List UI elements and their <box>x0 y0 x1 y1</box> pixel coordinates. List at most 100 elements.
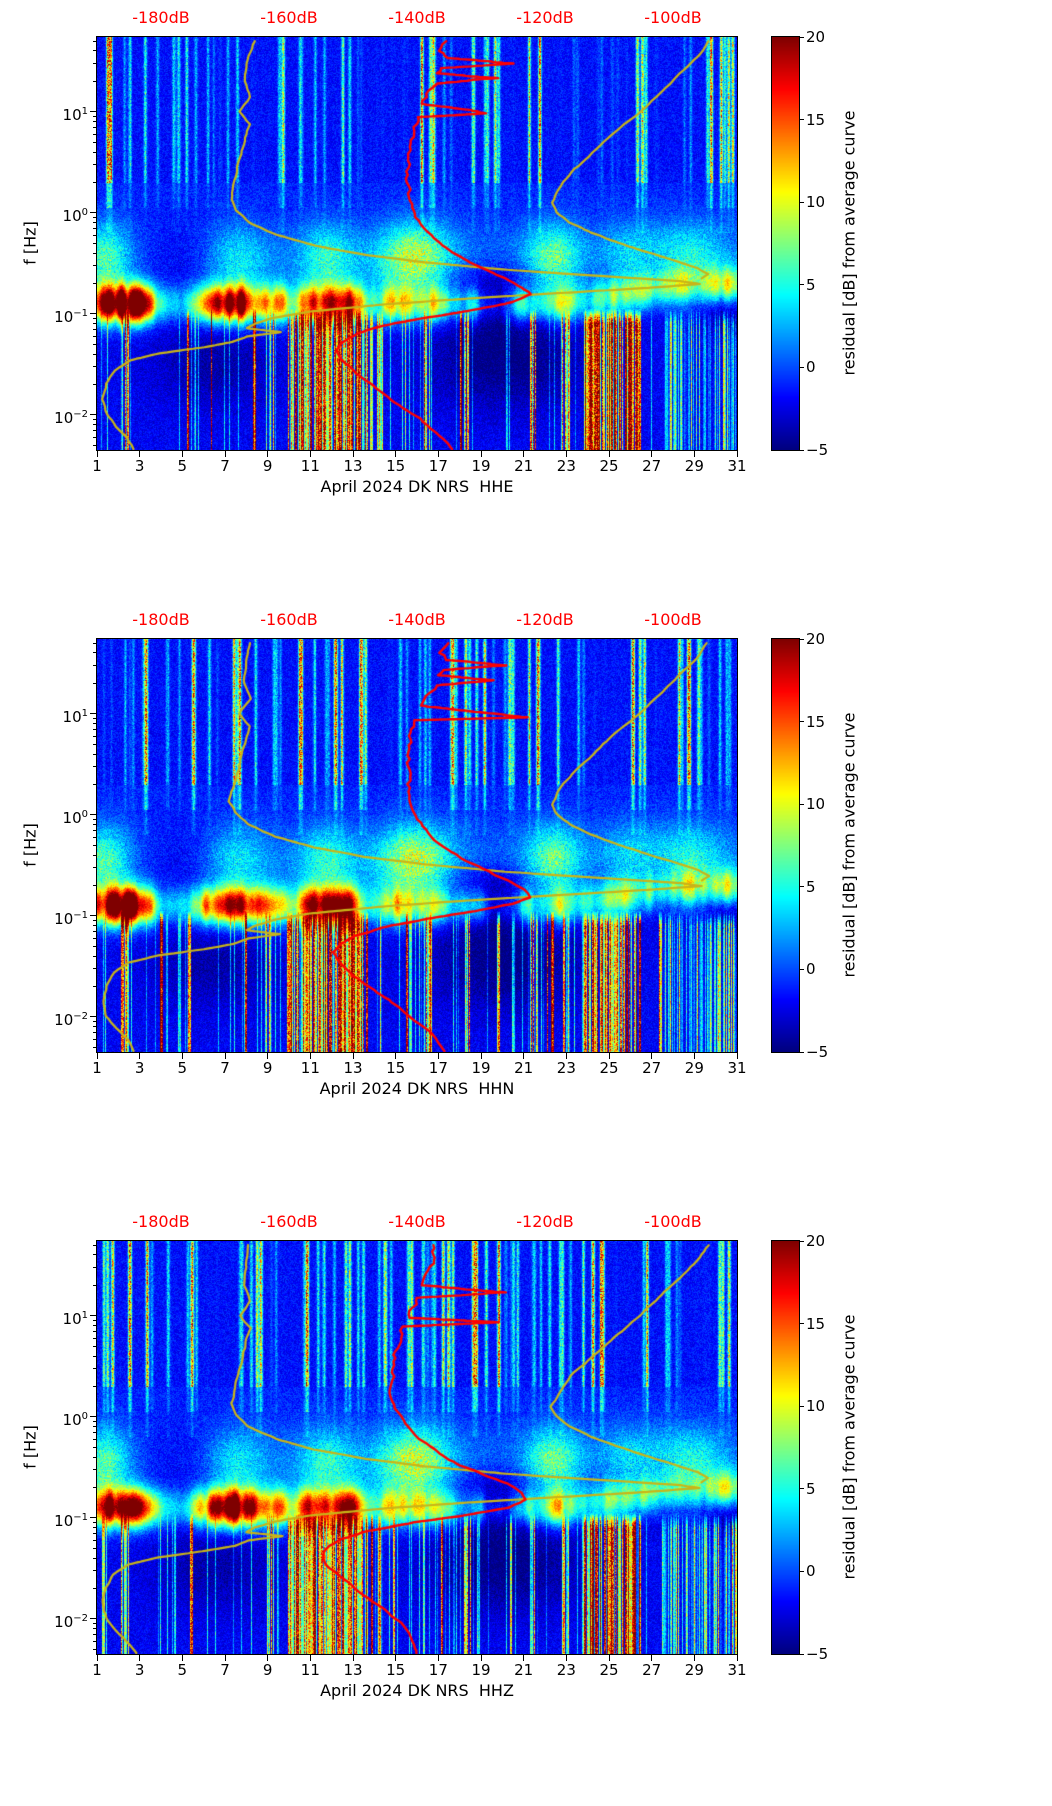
x-major-tick <box>565 451 567 457</box>
x-major-tick <box>437 1053 439 1059</box>
top-db-label: -100dB <box>644 1212 702 1231</box>
x-major-tick <box>651 1053 653 1059</box>
y-tick-exponent: 1 <box>81 1309 88 1321</box>
x-major-tick <box>395 1053 397 1059</box>
x-major-tick <box>181 451 183 457</box>
y-tick-label: 10−1 <box>54 1511 88 1530</box>
x-major-tick <box>693 1053 695 1059</box>
x-tick-label: 31 <box>727 457 747 475</box>
top-db-label: -180dB <box>132 610 190 629</box>
x-major-tick <box>309 451 311 457</box>
colorbar-tick-label: 20 <box>806 28 826 46</box>
x-major-tick <box>395 451 397 457</box>
x-major-tick <box>651 1655 653 1661</box>
x-tick-label: 27 <box>642 1059 662 1077</box>
colorbar-tick <box>800 886 804 888</box>
colorbar-tick-label: 15 <box>806 1314 826 1333</box>
y-tick-label: 10−1 <box>54 909 88 928</box>
y-tick-exponent: 1 <box>81 707 88 719</box>
colorbar-tick <box>800 366 804 368</box>
x-major-tick <box>523 451 525 457</box>
x-tick-label: 13 <box>343 1661 363 1679</box>
top-db-label: -180dB <box>132 1212 190 1231</box>
x-major-tick <box>352 451 354 457</box>
x-major-tick <box>565 1655 567 1661</box>
spectrogram-panel-hhe: -180dB -160dB -140dB -120dB -100dB 101 100 10−… <box>0 0 1052 602</box>
y-axis-label: f [Hz] <box>20 221 40 265</box>
x-tick-label: 9 <box>262 1059 273 1077</box>
colorbar-tick-label: 5 <box>806 275 816 294</box>
x-major-tick <box>693 451 695 457</box>
y-tick-exponent: −2 <box>73 1010 88 1022</box>
x-major-tick <box>139 451 141 457</box>
x-tick-label: 19 <box>471 1661 491 1679</box>
top-db-label: -140dB <box>388 8 446 27</box>
colorbar-tick-label: 20 <box>806 1232 826 1250</box>
y-tick-label: 10−2 <box>54 1010 88 1029</box>
top-db-label: -100dB <box>644 610 702 629</box>
x-tick-label: 29 <box>684 1661 704 1679</box>
x-tick-label: 21 <box>514 457 534 475</box>
x-tick-label: 15 <box>386 457 406 475</box>
colorbar-tick-label: 10 <box>806 193 826 212</box>
top-db-label: -120dB <box>516 610 574 629</box>
x-major-tick <box>480 1053 482 1059</box>
x-major-tick <box>224 1655 226 1661</box>
x-tick-label: 3 <box>134 1059 145 1077</box>
x-major-tick <box>437 451 439 457</box>
x-tick-label: 19 <box>471 457 491 475</box>
x-tick-label: 17 <box>428 1059 448 1077</box>
x-major-tick <box>437 1655 439 1661</box>
colorbar-tick-label: 20 <box>806 630 826 648</box>
x-major-tick <box>309 1053 311 1059</box>
top-db-label: -120dB <box>516 8 574 27</box>
x-tick-label: 5 <box>177 1661 188 1679</box>
x-axis-label: April 2024 DK NRS HHE <box>320 477 514 496</box>
colorbar-tick-label: 10 <box>806 795 826 814</box>
x-major-tick <box>736 1655 738 1661</box>
spectrogram-panel-hhz: -180dB -160dB -140dB -120dB -100dB 101 100 10−… <box>0 1204 1052 1806</box>
x-tick-label: 5 <box>177 1059 188 1077</box>
y-tick-exponent: −2 <box>73 1612 88 1624</box>
x-axis-label: April 2024 DK NRS HHN <box>319 1079 515 1098</box>
x-major-tick <box>309 1655 311 1661</box>
x-tick-label: 21 <box>514 1661 534 1679</box>
x-tick-label: 21 <box>514 1059 534 1077</box>
x-major-tick <box>523 1655 525 1661</box>
x-major-tick <box>96 1053 98 1059</box>
x-major-tick <box>267 1053 269 1059</box>
y-tick-exponent: 1 <box>81 105 88 117</box>
x-tick-label: 25 <box>599 457 619 475</box>
y-tick-exponent: 0 <box>81 206 88 218</box>
x-major-tick <box>395 1655 397 1661</box>
x-major-tick <box>608 1655 610 1661</box>
y-tick-exponent: −1 <box>73 307 88 319</box>
x-major-tick <box>224 1053 226 1059</box>
x-tick-label: 13 <box>343 1059 363 1077</box>
y-tick-label: 101 <box>62 707 88 726</box>
x-major-tick <box>523 1053 525 1059</box>
x-tick-label: 7 <box>220 1661 230 1679</box>
colorbar-tick <box>800 1240 804 1242</box>
x-tick-label: 27 <box>642 1661 662 1679</box>
x-tick-label: 23 <box>556 1059 576 1077</box>
colorbar-tick <box>800 1488 804 1490</box>
x-tick-label: 17 <box>428 1661 448 1679</box>
x-major-tick <box>96 451 98 457</box>
x-major-tick <box>96 1655 98 1661</box>
colorbar-tick <box>800 1051 804 1053</box>
y-tick-exponent: 0 <box>81 1410 88 1422</box>
x-tick-label: 9 <box>262 457 273 475</box>
y-tick-label: 101 <box>62 1309 88 1328</box>
x-tick-label: 1 <box>92 1059 102 1077</box>
x-tick-label: 15 <box>386 1059 406 1077</box>
colorbar-tick <box>800 1653 804 1655</box>
colorbar <box>771 638 800 1053</box>
x-major-tick <box>352 1655 354 1661</box>
x-major-tick <box>736 1053 738 1059</box>
y-tick-label: 10−2 <box>54 408 88 427</box>
x-tick-label: 5 <box>177 457 188 475</box>
x-tick-label: 11 <box>300 1661 320 1679</box>
top-db-label: -140dB <box>388 1212 446 1231</box>
